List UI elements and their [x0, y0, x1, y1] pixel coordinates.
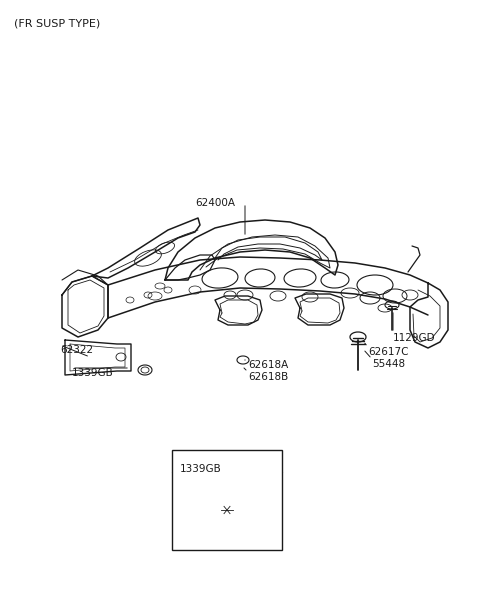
Text: 62400A: 62400A	[195, 198, 235, 208]
Text: 62322: 62322	[60, 345, 93, 355]
Text: 55448: 55448	[372, 359, 405, 369]
Text: 62618B: 62618B	[248, 372, 288, 382]
Text: 62618A: 62618A	[248, 360, 288, 370]
Text: (FR SUSP TYPE): (FR SUSP TYPE)	[14, 18, 100, 28]
Bar	[172, 450, 282, 550]
Text: 62617C: 62617C	[368, 347, 408, 357]
Text: 1129GD: 1129GD	[393, 333, 436, 343]
Text: 1339GB: 1339GB	[180, 464, 222, 474]
Text: 1339GB: 1339GB	[72, 368, 114, 378]
